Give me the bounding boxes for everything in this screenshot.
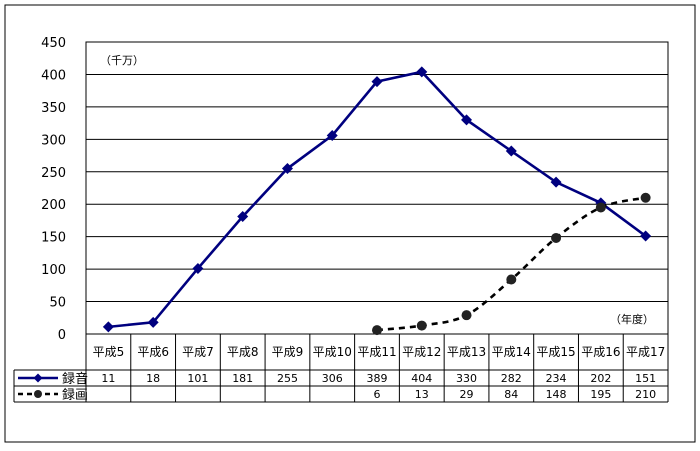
x-tick-label: 平成9 xyxy=(272,345,304,359)
data-point xyxy=(461,310,472,321)
data-point xyxy=(147,316,159,328)
data-point xyxy=(416,320,427,331)
x-tick-label: 平成12 xyxy=(402,345,441,359)
x-tick-label: 平成14 xyxy=(492,345,531,359)
x-tick-label: 平成6 xyxy=(137,345,169,359)
data-point xyxy=(281,163,293,175)
data-table: 平成5 平成6 平成7 平成8 平成9 平成10 平成11 平成12 平成13 平成14 平成15 平… xyxy=(13,334,669,403)
x-tick-label: 平成16 xyxy=(581,345,620,359)
data-point xyxy=(640,192,651,203)
outer-frame xyxy=(4,4,696,443)
table-cell-value: 29 xyxy=(460,388,474,401)
table-cell-value: 84 xyxy=(504,388,518,401)
x-tick-label: 平成5 xyxy=(93,345,125,359)
legend-label: 録画 xyxy=(62,388,88,403)
table-cell-value: 148 xyxy=(546,388,567,401)
table-cell-value: 282 xyxy=(501,372,522,385)
table-cell-value: 234 xyxy=(546,372,567,385)
y-tick-label: 50 xyxy=(49,296,66,311)
data-point xyxy=(371,76,383,88)
data-point xyxy=(372,325,382,336)
y-tick-label: 100 xyxy=(41,263,66,278)
table-cell-value: 151 xyxy=(635,372,656,385)
data-point xyxy=(461,114,473,126)
y-unit-label: （千万） xyxy=(100,54,144,67)
table-cell-value: 389 xyxy=(367,372,388,385)
data-point xyxy=(550,176,562,188)
legend-marker xyxy=(34,390,42,398)
x-tick-label: 平成13 xyxy=(447,345,486,359)
data-point xyxy=(326,129,338,141)
data-point xyxy=(192,262,204,274)
x-tick-label: 平成15 xyxy=(536,345,575,359)
data-point xyxy=(102,321,114,333)
table-cell-value: 330 xyxy=(456,372,477,385)
table-cell-value: 404 xyxy=(411,372,432,385)
data-point xyxy=(505,145,517,157)
table-cell-value: 6 xyxy=(374,388,381,401)
y-tick-label: 300 xyxy=(41,133,66,148)
data-point xyxy=(237,211,249,223)
x-tick-label: 平成17 xyxy=(626,345,665,359)
table-cell-value: 181 xyxy=(232,372,253,385)
y-tick-label: 450 xyxy=(41,36,66,51)
y-tick-label: 0 xyxy=(58,328,66,343)
table-cell-value: 18 xyxy=(146,372,160,385)
y-axis: 0 50 100 150 200 250 300 350 400 450 xyxy=(41,36,66,343)
legend-marker xyxy=(33,373,43,383)
data-point xyxy=(595,202,606,213)
y-tick-label: 400 xyxy=(41,68,66,83)
y-tick-label: 200 xyxy=(41,198,66,213)
x-tick-label: 平成10 xyxy=(313,345,352,359)
legend-label: 録音 xyxy=(62,371,88,387)
table-cell-value: 306 xyxy=(322,372,343,385)
table-cell-value: 210 xyxy=(635,388,656,401)
table-cell-value: 101 xyxy=(187,372,208,385)
data-point xyxy=(506,274,517,285)
x-tick-label: 平成7 xyxy=(182,345,214,359)
y-tick-label: 250 xyxy=(41,166,66,181)
plot-area xyxy=(102,66,652,336)
y-tick-label: 150 xyxy=(41,231,66,246)
table-cell-value: 255 xyxy=(277,372,298,385)
table-cell-value: 195 xyxy=(590,388,611,401)
data-point xyxy=(640,230,652,242)
table-cell-value: 11 xyxy=(101,372,115,385)
x-tick-label: 平成8 xyxy=(227,345,259,359)
x-unit-label: （年度） xyxy=(610,312,654,326)
grid-lines xyxy=(85,41,669,335)
table-cell-value: 202 xyxy=(590,372,611,385)
table-cell-value: 13 xyxy=(415,388,429,401)
x-tick-label: 平成11 xyxy=(357,345,396,359)
data-point xyxy=(416,66,428,78)
y-tick-label: 350 xyxy=(41,101,66,116)
data-point xyxy=(551,232,562,243)
